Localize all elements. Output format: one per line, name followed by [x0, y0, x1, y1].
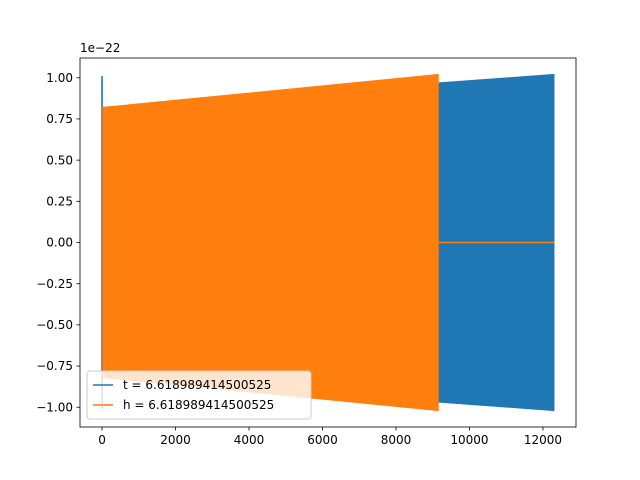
y-tick-label: 0.00: [46, 236, 73, 250]
x-tick-label: 10000: [450, 433, 488, 447]
axes: 0 2000 4000 6000 8000 10000 12000 −1.00 −0.75 −0.…: [36, 57, 577, 447]
y-offset-text: 1e−22: [80, 41, 120, 55]
y-tick-label: 0.75: [46, 112, 73, 126]
y-tick-label: −1.00: [36, 400, 73, 414]
series-h-envelope: [102, 73, 439, 412]
legend-label: t = 6.618989414500525: [123, 378, 271, 392]
legend-label: h = 6.618989414500525: [123, 398, 274, 412]
x-tick-label: 8000: [381, 433, 412, 447]
y-tick-label: −0.50: [36, 318, 73, 332]
x-tick-label: 0: [98, 433, 106, 447]
y-tick-label: −0.75: [36, 359, 73, 373]
y-tick-label: 0.25: [46, 195, 73, 209]
legend-box: [86, 370, 312, 420]
y-tick-label: −0.25: [36, 277, 73, 291]
plot-area: [101, 73, 555, 412]
y-tick-label: 1.00: [46, 71, 73, 85]
x-tick-label: 2000: [160, 433, 191, 447]
y-tick-label: 0.50: [46, 153, 73, 167]
x-tick-label: 12000: [524, 433, 562, 447]
x-tick-label: 4000: [234, 433, 265, 447]
x-tick-label: 6000: [307, 433, 338, 447]
legend: t = 6.618989414500525 h = 6.6189894145005…: [86, 370, 312, 420]
